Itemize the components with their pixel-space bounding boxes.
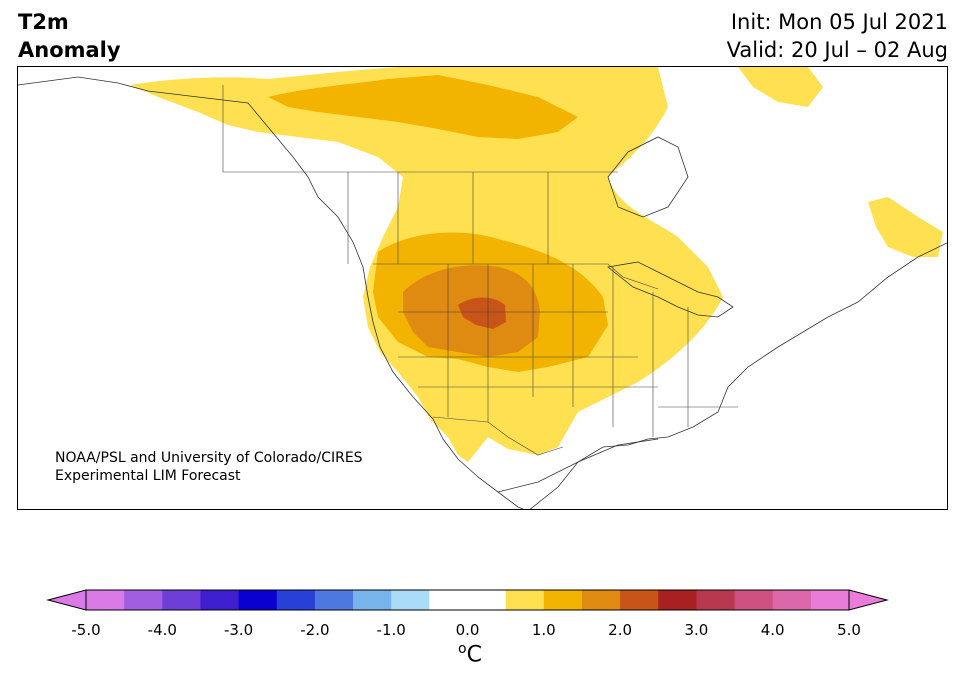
colorbar-cell (772, 590, 812, 610)
great-lakes-line (607, 261, 734, 318)
coastlines (18, 76, 947, 509)
colorbar-cell (124, 590, 163, 610)
colorbar-cell (543, 590, 583, 610)
anomaly-region-1.0-1.5-north (268, 75, 578, 139)
gulf-coast-line (497, 438, 659, 493)
init-date: Init: Mon 05 Jul 2021 (730, 10, 948, 34)
colorbar-cell (467, 590, 507, 610)
political-borders (222, 85, 738, 456)
anomaly-shading (130, 67, 943, 462)
colorbar-cell (353, 590, 392, 610)
unit-letter: C (466, 642, 482, 668)
unit-degree-symbol: o (458, 641, 467, 657)
hudson-bay-line (607, 136, 689, 218)
anomaly-region-0.5-1.0-labrador (868, 197, 943, 257)
colorbar-cell (505, 590, 545, 610)
credit-line-2: Experimental LIM Forecast (55, 468, 241, 484)
map-credit: NOAA/PSL and University of Colorado/CIRE… (55, 449, 363, 485)
colorbar-under-triangle (46, 589, 87, 611)
colorbar-cell (314, 590, 354, 610)
colorbar-over-triangle (848, 589, 889, 611)
colorbar-cell (734, 590, 774, 610)
map-title: T2m Anomaly (18, 8, 121, 64)
colorbar-tick-label: 3.0 (684, 621, 709, 639)
map-svg (18, 67, 947, 509)
anomaly-map[interactable] (17, 66, 948, 510)
anomaly-region-2.0-2.5 (458, 297, 506, 329)
colorbar-tick-label: 0.0 (455, 621, 480, 639)
colorbar-tick-label: -3.0 (223, 621, 254, 639)
colorbar-cell (162, 590, 201, 610)
forecast-dates: Init: Mon 05 Jul 2021 Valid: 20 Jul – 02… (727, 8, 948, 64)
colorbar-tick-label: -5.0 (71, 621, 101, 639)
colorbar-cell (391, 590, 430, 610)
colorbar-cell (696, 590, 736, 610)
east-coast-line (529, 242, 947, 509)
colorbar-cell (810, 590, 850, 610)
territory-line (222, 85, 618, 173)
title-line-2: Anomaly (18, 38, 121, 62)
credit-line-1: NOAA/PSL and University of Colorado/CIRE… (55, 450, 363, 466)
colorbar-outline (85, 589, 850, 611)
colorbar-cell (658, 590, 697, 610)
colorbar-cell (200, 590, 240, 610)
title-line-1: T2m (18, 10, 69, 34)
colorbar-tick-label: -1.0 (376, 621, 406, 639)
colorbar-tick-label: 5.0 (837, 621, 861, 639)
colorbar-tick-label: 1.0 (531, 621, 556, 639)
colorbar-cell (429, 590, 468, 610)
colorbar-cell (238, 590, 278, 610)
colorbar-tick-label: -2.0 (300, 621, 330, 639)
us-mexico-border (432, 416, 564, 456)
colorbar-cell (620, 590, 659, 610)
colorbar-tick-label: -4.0 (147, 621, 177, 639)
west-coast-line (18, 76, 525, 509)
colorbar-cell (581, 590, 621, 610)
colorbar-cell (86, 590, 125, 610)
canada-us-border (373, 263, 659, 290)
anomaly-region-0.5-1.0-north (738, 67, 823, 107)
colorbar-tick-label: 4.0 (760, 621, 785, 639)
colorbar-unit: oC (440, 641, 500, 667)
valid-date: Valid: 20 Jul – 02 Aug (726, 38, 948, 62)
colorbar (46, 589, 889, 611)
colorbar-cell (276, 590, 316, 610)
colorbar-tick-label: 2.0 (608, 621, 633, 639)
colorbar-cells (86, 590, 850, 610)
